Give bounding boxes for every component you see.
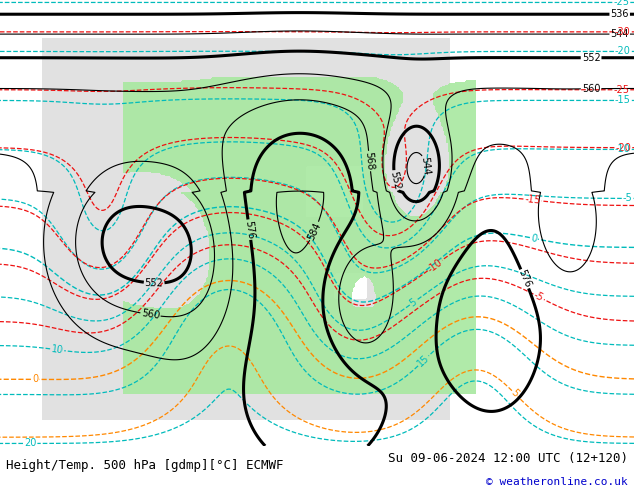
Text: 5: 5 — [408, 297, 418, 309]
Text: -10: -10 — [425, 257, 444, 274]
Text: -30: -30 — [615, 27, 631, 37]
Text: -20: -20 — [616, 143, 631, 153]
Text: Su 09-06-2024 12:00 UTC (12+120): Su 09-06-2024 12:00 UTC (12+120) — [387, 452, 628, 465]
Text: -5: -5 — [532, 290, 545, 303]
Text: -25: -25 — [613, 85, 630, 95]
Text: 5: 5 — [509, 388, 521, 399]
Text: 544: 544 — [611, 29, 629, 39]
Text: 560: 560 — [582, 84, 600, 94]
Text: 560: 560 — [141, 308, 160, 321]
Text: -15: -15 — [524, 194, 541, 206]
Text: 552: 552 — [145, 278, 164, 288]
Text: 568: 568 — [364, 151, 375, 171]
Text: 10: 10 — [51, 344, 64, 356]
Text: -10: -10 — [615, 145, 631, 154]
Text: 576: 576 — [243, 220, 256, 240]
Text: 552: 552 — [582, 53, 600, 63]
Text: Height/Temp. 500 hPa [gdmp][°C] ECMWF: Height/Temp. 500 hPa [gdmp][°C] ECMWF — [6, 459, 284, 472]
Text: 0: 0 — [530, 233, 538, 244]
Text: 544: 544 — [420, 156, 431, 175]
Text: 552: 552 — [388, 170, 402, 191]
Text: -15: -15 — [615, 96, 631, 105]
Text: 584: 584 — [306, 220, 323, 242]
Text: © weatheronline.co.uk: © weatheronline.co.uk — [486, 477, 628, 487]
Text: 536: 536 — [611, 9, 629, 19]
Text: -25: -25 — [613, 0, 630, 7]
Text: -5: -5 — [623, 194, 633, 203]
Text: 20: 20 — [24, 439, 36, 448]
Text: 15: 15 — [415, 353, 431, 369]
Text: -20: -20 — [615, 47, 631, 56]
Text: 0: 0 — [32, 374, 38, 384]
Text: 576: 576 — [517, 269, 533, 290]
